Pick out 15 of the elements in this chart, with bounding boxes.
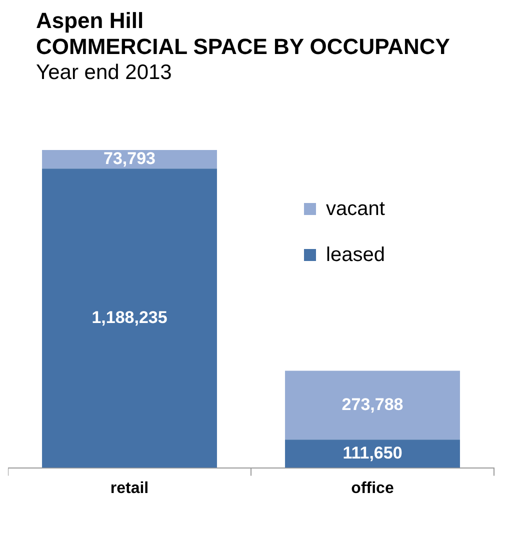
data-label: 73,793 <box>104 148 156 168</box>
bar <box>285 370 460 440</box>
x-tick-label: retail <box>110 480 149 497</box>
legend-label: vacant <box>326 198 385 220</box>
x-tick-label: office <box>351 480 394 497</box>
legend-label: leased <box>326 244 385 266</box>
chart-subtitle: COMMERCIAL SPACE BY OCCUPANCY <box>36 34 451 60</box>
data-label: 1,188,235 <box>92 308 168 327</box>
text: Year end 2013 <box>35 60 173 86</box>
data-label: 273,788 <box>342 394 404 414</box>
chart-title: Aspen Hill <box>36 8 145 34</box>
bar <box>285 440 460 468</box>
data-label: 111,650 <box>342 443 402 462</box>
bar <box>42 150 217 169</box>
bar <box>42 168 217 468</box>
